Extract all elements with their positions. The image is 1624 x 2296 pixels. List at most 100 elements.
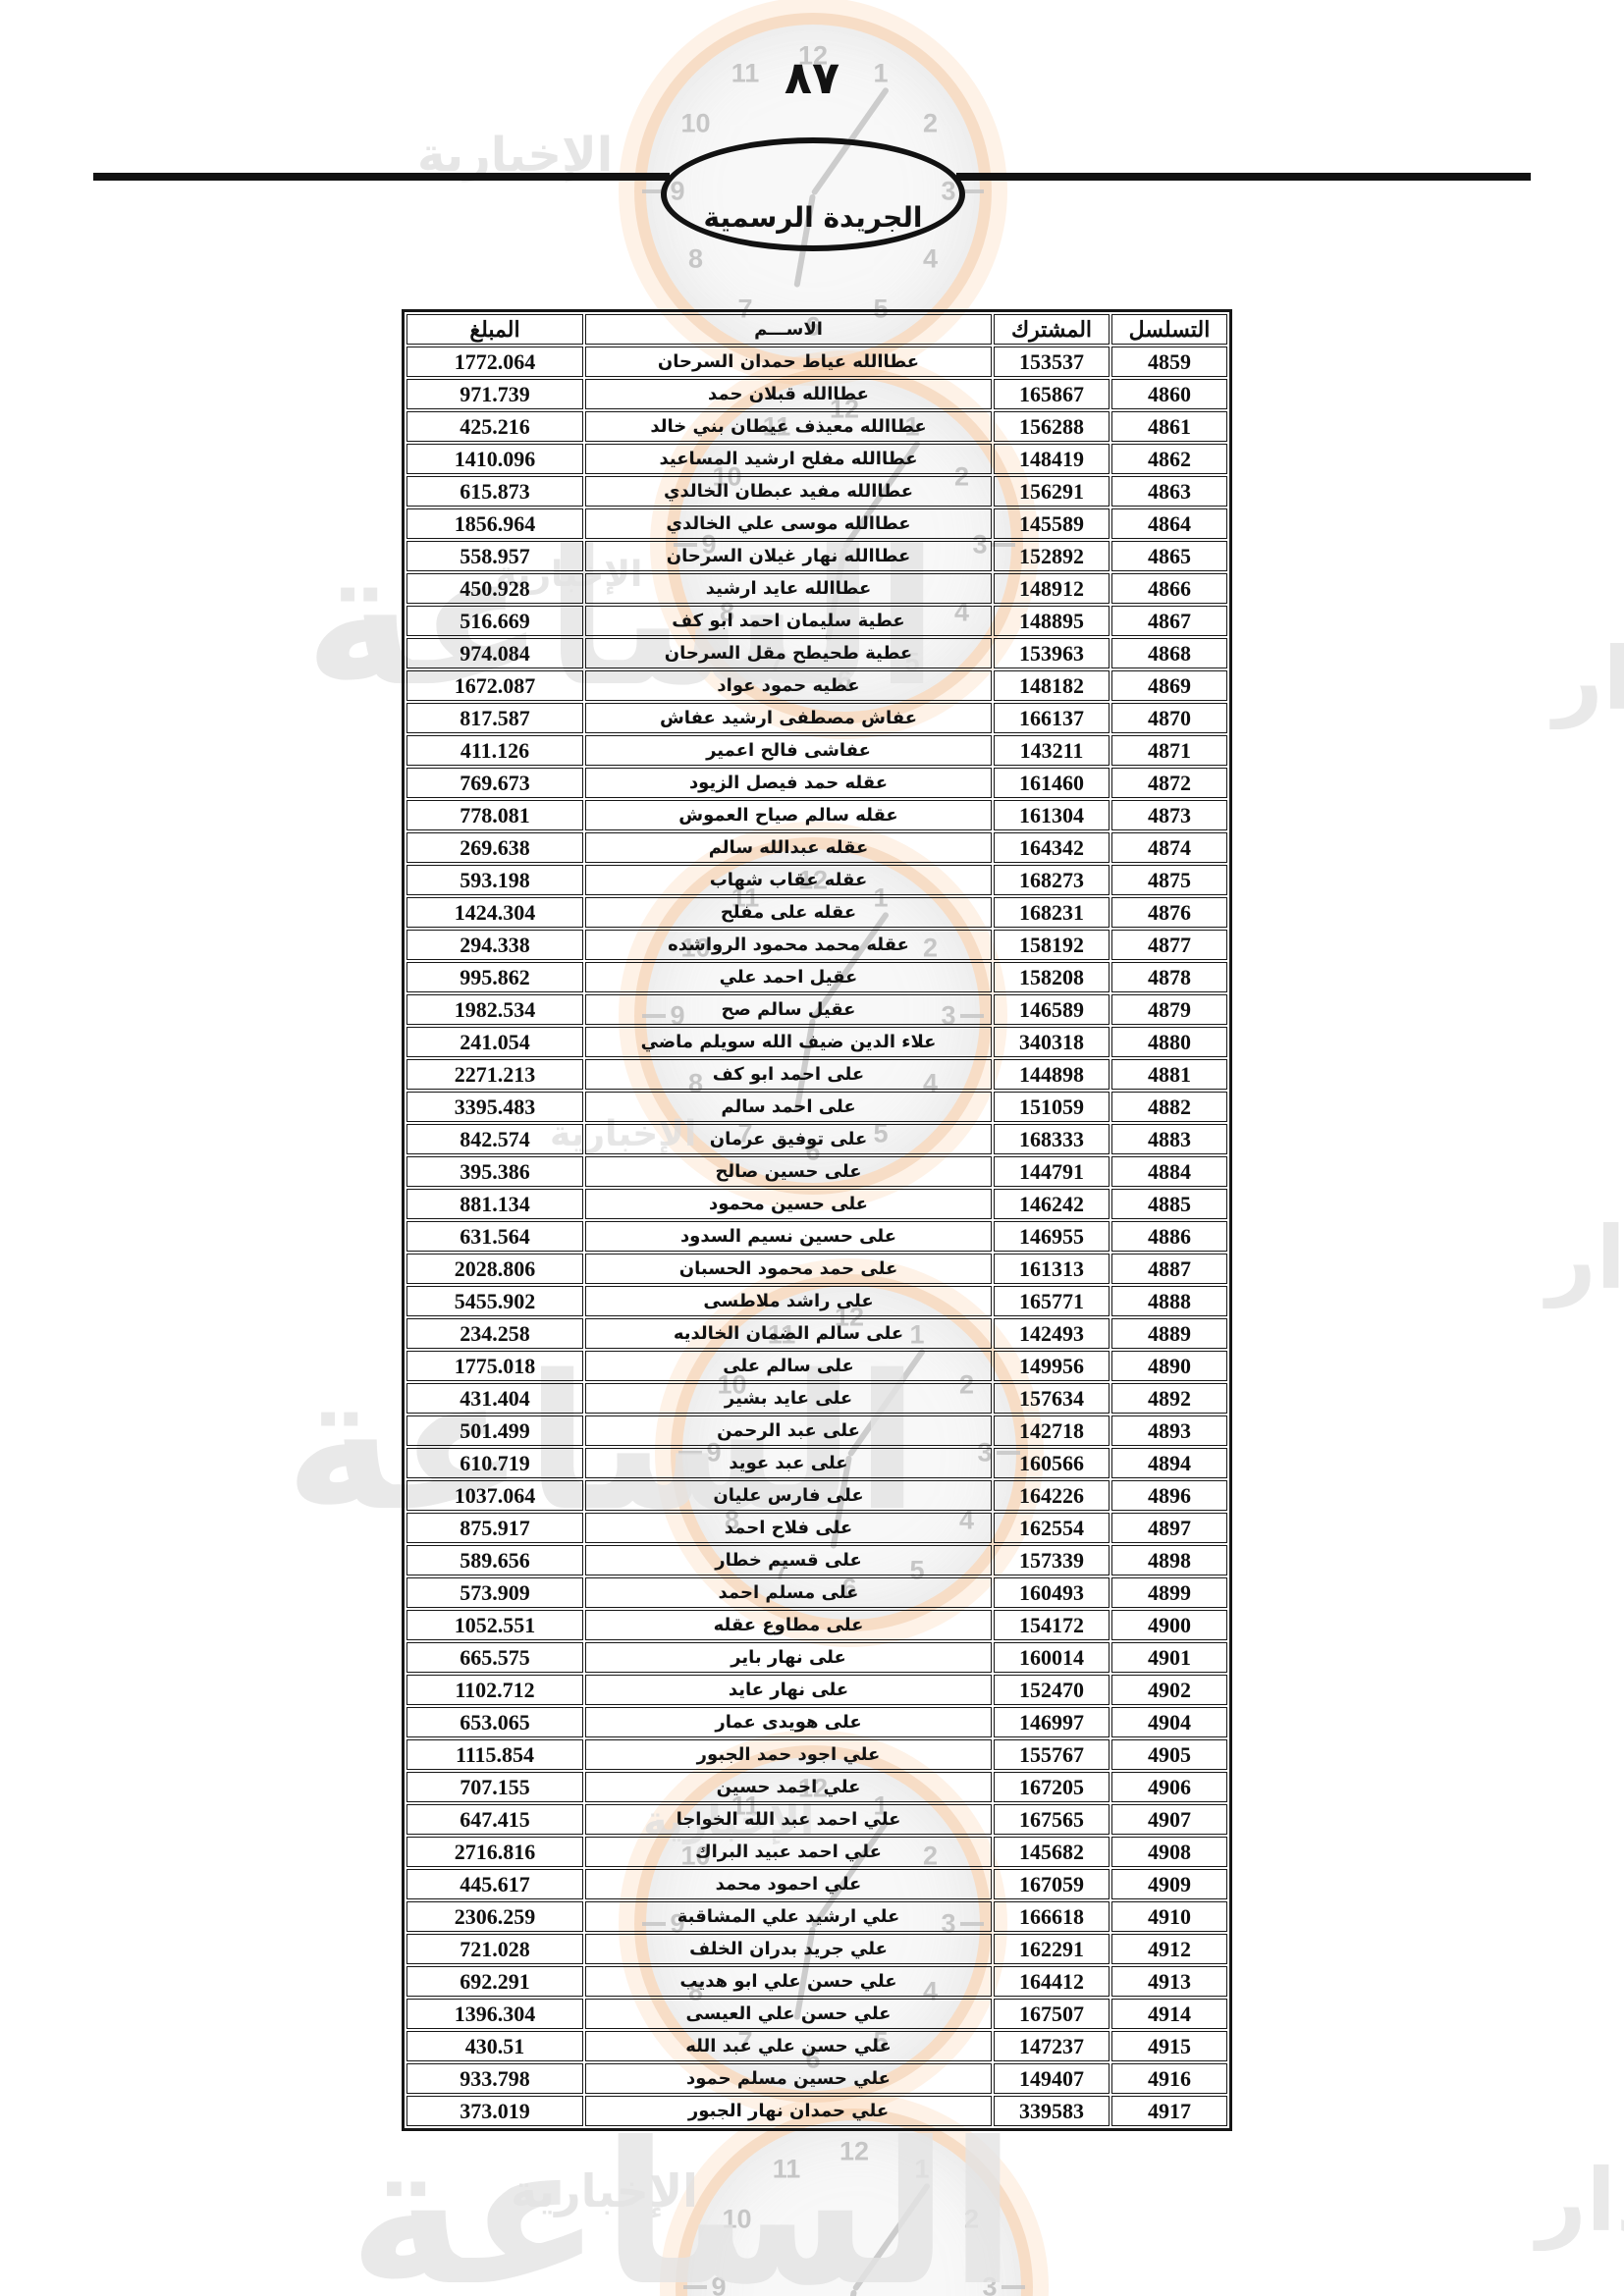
clock-number: 6 [805, 311, 821, 342]
name-cell: علي احمود محمد [585, 1869, 992, 1899]
clock-number: 11 [772, 2154, 801, 2184]
amount-cell: 1424.304 [406, 897, 583, 928]
amount-cell: 1982.534 [406, 994, 583, 1025]
serial-cell: 4898 [1111, 1545, 1227, 1575]
subscriber-cell: 340318 [994, 1027, 1110, 1057]
clock-number: 3 [972, 529, 988, 560]
serial-cell: 4917 [1111, 2096, 1227, 2126]
amount-cell: 615.873 [406, 476, 583, 507]
clock-number: 10 [680, 933, 711, 963]
table-row: 4889 142493 على سالم الضمان الخالديه 234.25… [406, 1318, 1227, 1349]
table-row: 4883 168333 على توفيق عرمان 842.574 [406, 1124, 1227, 1154]
subscriber-cell: 148182 [994, 670, 1110, 701]
clock-number: 11 [731, 58, 760, 88]
subscriber-cell: 166618 [994, 1901, 1110, 1932]
clock-number: 4 [953, 597, 970, 627]
name-cell: عفاش مصطفى ارشيد عفاش [585, 703, 992, 733]
subscriber-cell: 157634 [994, 1383, 1110, 1414]
table-row: 4899 160493 على مسلم احمد 573.909 [406, 1577, 1227, 1608]
clock-number: 12 [797, 40, 829, 71]
name-cell: عطاالله نهار غيلان السرحان [585, 541, 992, 571]
clock-number: 1 [873, 1790, 889, 1821]
serial-cell: 4910 [1111, 1901, 1227, 1932]
amount-cell: 269.638 [406, 832, 583, 863]
subscriber-cell: 168333 [994, 1124, 1110, 1154]
watermark-word-alikhbariya: الإخبارية [550, 1114, 697, 1154]
serial-cell: 4897 [1111, 1513, 1227, 1543]
serial-cell: 4872 [1111, 768, 1227, 798]
clock-number: 4 [922, 243, 939, 274]
table-row: 4875 168273 عقله عقاب شهاب 593.198 [406, 865, 1227, 895]
amount-cell: 707.155 [406, 1772, 583, 1802]
amount-cell: 558.957 [406, 541, 583, 571]
table-row: 4890 149956 على سالم على 1775.018 [406, 1351, 1227, 1381]
serial-cell: 4861 [1111, 411, 1227, 442]
serial-cell: 4866 [1111, 573, 1227, 604]
clock-number: 11 [767, 1319, 796, 1350]
name-cell: على سالم على [585, 1351, 992, 1381]
watermark-word-madar: مدار [1553, 628, 1624, 729]
subscriber-cell: 142493 [994, 1318, 1110, 1349]
amount-cell: 631.564 [406, 1221, 583, 1252]
clock-number: 9 [670, 1000, 685, 1031]
table-row: 4914 167507 علي حسن علي العيسى 1396.304 [406, 1999, 1227, 2029]
name-cell: على حسين نسيم السدود [585, 1221, 992, 1252]
clock-number: 2 [958, 1369, 975, 1400]
serial-cell: 4863 [1111, 476, 1227, 507]
serial-cell: 4899 [1111, 1577, 1227, 1608]
clock-tick [992, 543, 1015, 547]
serial-cell: 4875 [1111, 865, 1227, 895]
clock-number: 7 [737, 294, 753, 323]
table-row: 4864 145589 عطاالله موسى علي الخالدي 1856.9… [406, 508, 1227, 539]
amount-cell: 395.386 [406, 1156, 583, 1187]
clock-number: 8 [719, 597, 734, 627]
page-number: ٨٧ [784, 51, 840, 104]
amount-cell: 430.51 [406, 2031, 583, 2061]
name-cell: على هويدى عمار [585, 1707, 992, 1737]
amount-cell: 573.909 [406, 1577, 583, 1608]
clock-number: 10 [722, 2204, 752, 2234]
clock-number: 12 [839, 2136, 870, 2166]
table-row: 4892 157634 على عايد بشير 431.404 [406, 1383, 1227, 1414]
name-cell: على حمد محمود الحسبان [585, 1254, 992, 1284]
amount-cell: 842.574 [406, 1124, 583, 1154]
name-cell: على نهار عايد [585, 1675, 992, 1705]
table-row: 4869 148182 عطيه حمود عواد 1672.087 [406, 670, 1227, 701]
table-row: 4881 144898 على احمد ابو كف 2271.213 [406, 1059, 1227, 1090]
name-cell: عقله عقاب شهاب [585, 865, 992, 895]
serial-cell: 4914 [1111, 1999, 1227, 2029]
clock-number: 7 [737, 1118, 753, 1148]
watermark-word-alsaa: الساعة [285, 1335, 920, 1552]
table-row: 4872 161460 عقله حمد فيصل الزيود 769.673 [406, 768, 1227, 798]
header-serial: التسلسل [1111, 314, 1227, 345]
serial-cell: 4884 [1111, 1156, 1227, 1187]
amount-cell: 610.719 [406, 1448, 583, 1478]
serial-cell: 4909 [1111, 1869, 1227, 1899]
name-cell: علي حسن علي عبد الله [585, 2031, 992, 2061]
subscriber-cell: 167059 [994, 1869, 1110, 1899]
table-row: 4901 160014 على نهار باير 665.575 [406, 1642, 1227, 1673]
amount-cell: 516.669 [406, 606, 583, 636]
amount-cell: 2306.259 [406, 1901, 583, 1932]
serial-cell: 4878 [1111, 962, 1227, 992]
subscriber-cell: 161304 [994, 800, 1110, 830]
serial-cell: 4859 [1111, 347, 1227, 377]
clock-number: 6 [805, 2044, 821, 2074]
table-row: 4909 167059 علي احمود محمد 445.617 [406, 1869, 1227, 1899]
subscriber-cell: 167507 [994, 1999, 1110, 2029]
name-cell: علي جريد بدران الخلف [585, 1934, 992, 1964]
table-row: 4884 144791 على حسين صالح 395.386 [406, 1156, 1227, 1187]
table-row: 4871 143211 عفاشى فالح اعمير 411.126 [406, 735, 1227, 766]
name-cell: عقله عبدالله سالم [585, 832, 992, 863]
table-row: 4878 158208 عقيل احمد علي 995.862 [406, 962, 1227, 992]
name-cell: عطية سليمان احمد ابو كف [585, 606, 992, 636]
table-row: 4879 146589 عقيل سالم صح 1982.534 [406, 994, 1227, 1025]
table-row: 4894 160566 على عبد عويد 610.719 [406, 1448, 1227, 1478]
subscriber-cell: 164412 [994, 1966, 1110, 1997]
serial-cell: 4860 [1111, 379, 1227, 409]
clock-number: 2 [963, 2204, 980, 2234]
clock-number: 1 [914, 2154, 930, 2184]
serial-cell: 4862 [1111, 444, 1227, 474]
table-row: 4885 146242 على حسين محمود 881.134 [406, 1189, 1227, 1219]
table-row: 4916 149407 علي حسين مسلم حمود 933.798 [406, 2063, 1227, 2094]
